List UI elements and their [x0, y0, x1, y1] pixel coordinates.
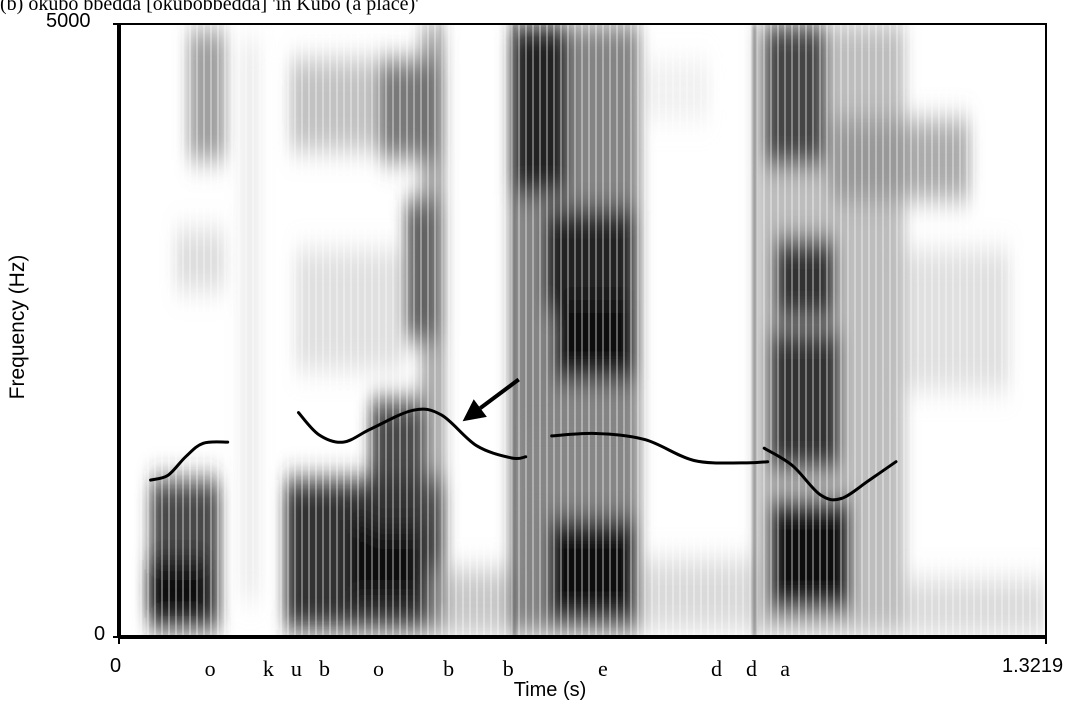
axes	[113, 23, 1047, 644]
y-tick-label-top: 5000	[46, 10, 91, 32]
pitch-contours	[149, 407, 898, 502]
annotation-arrow	[462, 377, 520, 422]
y-axis-label: Frequency (Hz)	[6, 254, 29, 400]
pitch-contour-4	[762, 446, 898, 502]
segment-label: o	[204, 656, 216, 681]
segment-label: o	[372, 656, 384, 681]
figure-caption: (b) okubo bbedda [okúbobbédda] 'in Kubo …	[0, 0, 419, 15]
segment-label: a	[780, 656, 791, 681]
segment-label: b	[443, 656, 455, 681]
segment-label: d	[746, 656, 758, 681]
segment-label: k	[262, 656, 274, 681]
pitch-contour-2	[297, 407, 528, 461]
pitch-contour-1	[149, 440, 230, 482]
x-tick-label-start: 0	[110, 655, 122, 677]
arrow-head	[462, 399, 487, 422]
segment-label: e	[597, 656, 608, 681]
striation-overlay	[119, 24, 1046, 637]
segment-label: b	[318, 656, 330, 681]
arrow-shaft	[479, 377, 520, 410]
y-tick-label-bottom: 0	[94, 623, 106, 645]
pitch-contour-3	[550, 431, 770, 465]
segment-edges	[440, 24, 756, 637]
x-axis-label: Time (s)	[513, 679, 587, 701]
x-tick-label-end: 1.3219	[1002, 655, 1064, 677]
segment-label: b	[502, 656, 514, 681]
segment-label: u	[290, 656, 302, 681]
segment-label: d	[710, 656, 722, 681]
